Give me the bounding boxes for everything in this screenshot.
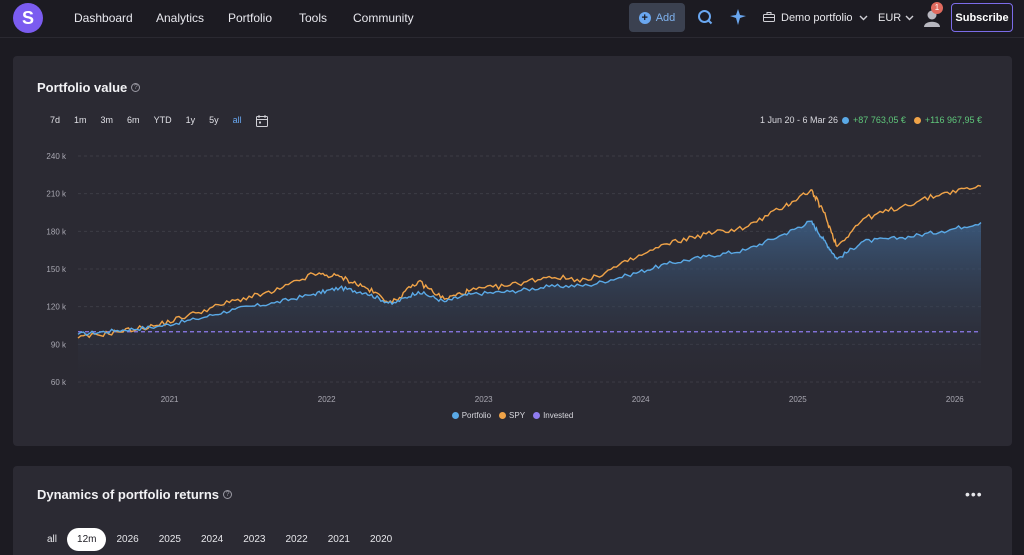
legend-portfolio-label: Portfolio — [461, 411, 492, 420]
portfolio-selector-label: Demo portfolio — [781, 12, 853, 24]
y-tick-label: 210 k — [46, 190, 67, 199]
returns-title-text: Dynamics of portfolio returns — [37, 487, 220, 502]
nav-community[interactable]: Community — [353, 11, 414, 25]
portfolio-selector[interactable]: Demo portfolio — [763, 0, 868, 36]
returns-period-selector: all 12m 2026 2025 2024 2023 2022 2021 20… — [37, 528, 402, 551]
top-navigation-bar: S Dashboard Analytics Portfolio Tools Co… — [0, 0, 1024, 38]
rocket-icon[interactable] — [729, 8, 747, 26]
x-tick-label: 2024 — [632, 395, 650, 404]
brand-logo[interactable]: S — [13, 3, 43, 33]
more-options-icon[interactable]: ••• — [965, 486, 983, 502]
x-tick-label: 2025 — [789, 395, 807, 404]
briefcase-icon — [763, 11, 775, 25]
portfolio-value-title: Portfolio value ? — [37, 80, 141, 95]
nav-tools[interactable]: Tools — [299, 11, 328, 25]
search-icon[interactable] — [697, 9, 713, 25]
range-3m[interactable]: 3m — [100, 115, 114, 125]
nav-dashboard[interactable]: Dashboard — [74, 11, 133, 25]
legend-portfolio-dot — [451, 412, 459, 419]
currency-label: EUR — [878, 12, 902, 24]
y-tick-label: 120 k — [46, 303, 67, 312]
performance-summary: 1 Jun 20 - 6 Mar 26 +87 763,05 € +116 96… — [760, 115, 982, 125]
nav-portfolio[interactable]: Portfolio — [228, 11, 273, 25]
period-2023[interactable]: 2023 — [243, 534, 266, 545]
range-1y[interactable]: 1y — [185, 115, 196, 125]
returns-title: Dynamics of portfolio returns ? — [37, 487, 233, 502]
x-tick-label: 2023 — [475, 395, 493, 404]
notification-badge: 1 — [931, 2, 943, 14]
legend-invested[interactable]: Invested — [533, 411, 573, 420]
portfolio-value-card: Portfolio value ? 7d 1m 3m 6m YTD 1y 5y … — [13, 56, 1012, 446]
x-tick-label: 2021 — [161, 395, 179, 404]
x-tick-label: 2022 — [318, 395, 336, 404]
calendar-icon[interactable] — [249, 115, 275, 129]
range-all[interactable]: all — [232, 115, 242, 125]
range-1m[interactable]: 1m — [74, 115, 87, 125]
portfolio-value-chart[interactable]: 240 k 210 k 180 k 150 k 120 k 90 k 60 k 2021 202… — [13, 56, 1012, 406]
period-label: 1 Jun 20 - 6 Mar 26 — [760, 115, 839, 125]
legend-invested-label: Invested — [543, 411, 574, 420]
subscribe-button[interactable]: Subscribe — [951, 3, 1013, 32]
currency-selector[interactable]: EUR — [878, 0, 914, 36]
period-all[interactable]: all — [47, 534, 58, 545]
x-tick-label: 2026 — [946, 395, 964, 404]
legend-spy-label: SPY — [509, 411, 526, 420]
legend-invested-dot — [533, 412, 541, 419]
y-tick-label: 90 k — [51, 340, 67, 349]
period-12m[interactable]: 12m — [67, 528, 107, 551]
spy-gain: +116 967,95 € — [924, 115, 982, 125]
chart-legend: Portfolio SPY Invested — [13, 411, 1012, 420]
portfolio-gain: +87 763,05 € — [853, 115, 906, 125]
portfolio-returns-card: Dynamics of portfolio returns ? ••• all … — [13, 466, 1012, 555]
chevron-down-icon — [905, 12, 914, 24]
range-ytd[interactable]: YTD — [153, 115, 172, 125]
range-selector: 7d 1m 3m 6m YTD 1y 5y all — [43, 115, 275, 129]
portfolio-area — [78, 221, 981, 382]
period-2022[interactable]: 2022 — [285, 534, 308, 545]
legend-portfolio[interactable]: Portfolio — [451, 411, 492, 420]
range-6m[interactable]: 6m — [127, 115, 140, 125]
period-2021[interactable]: 2021 — [327, 534, 350, 545]
spy-dot — [913, 116, 921, 124]
plus-icon: + — [638, 11, 651, 24]
portfolio-dot — [842, 116, 850, 124]
period-2020[interactable]: 2020 — [369, 534, 393, 545]
period-2024[interactable]: 2024 — [200, 534, 224, 545]
help-icon[interactable]: ? — [131, 83, 141, 92]
add-button-label: Add — [655, 11, 676, 24]
add-button[interactable]: + Add — [629, 3, 685, 32]
portfolio-series-line — [77, 220, 982, 337]
period-2025[interactable]: 2025 — [158, 534, 181, 545]
range-5y[interactable]: 5y — [209, 115, 219, 125]
legend-spy[interactable]: SPY — [499, 411, 525, 420]
legend-spy-dot — [499, 412, 507, 419]
nav-analytics[interactable]: Analytics — [156, 11, 205, 25]
y-tick-label: 150 k — [46, 265, 67, 274]
y-tick-label: 180 k — [46, 227, 67, 236]
range-7d[interactable]: 7d — [50, 115, 61, 125]
chevron-down-icon — [859, 12, 868, 24]
spy-series-line — [77, 184, 982, 339]
period-2026[interactable]: 2026 — [116, 534, 139, 545]
card-title-text: Portfolio value — [37, 80, 128, 95]
help-icon[interactable]: ? — [223, 490, 233, 499]
y-tick-label: 60 k — [51, 378, 67, 387]
y-tick-label: 240 k — [46, 152, 67, 161]
